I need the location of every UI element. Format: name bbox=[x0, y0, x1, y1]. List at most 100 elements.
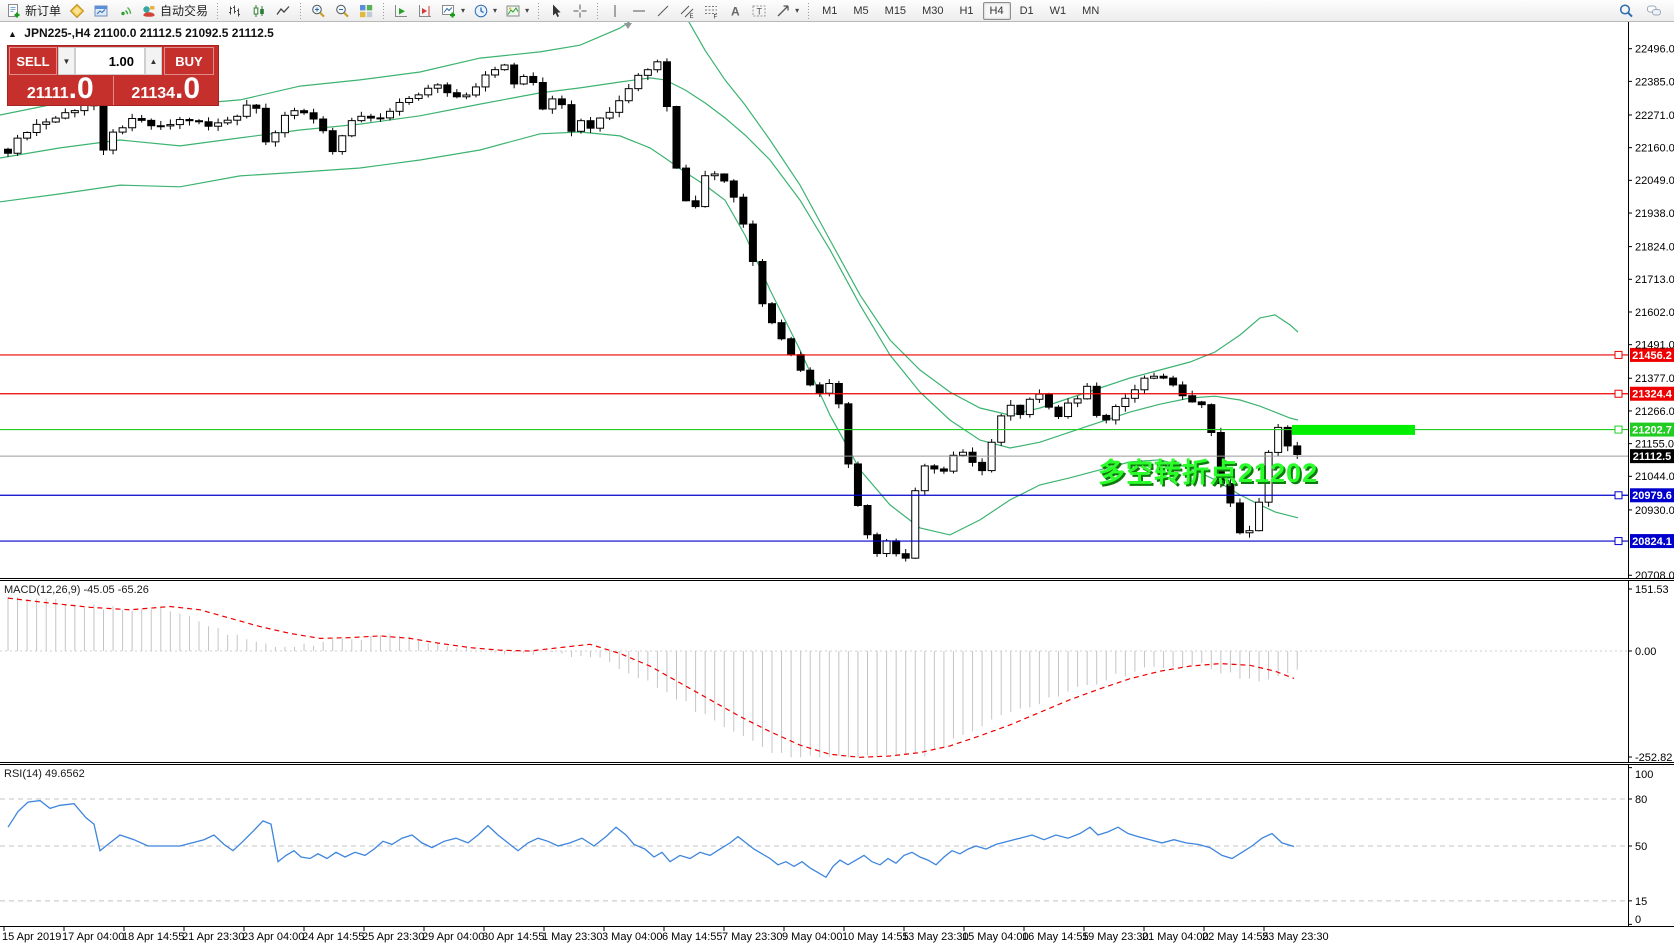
timeframe-M15[interactable]: M15 bbox=[884, 4, 907, 17]
macd-values: -45.05 -65.26 bbox=[83, 584, 149, 596]
volume-input[interactable] bbox=[75, 47, 145, 75]
pane-separator-rsi[interactable] bbox=[0, 762, 1674, 765]
text-tool-button[interactable]: A bbox=[723, 1, 747, 21]
sell-price-main: 21111 bbox=[26, 85, 69, 102]
bollinger-upper bbox=[0, 1, 1299, 416]
fibonacci-tool-button[interactable]: F bbox=[699, 1, 723, 21]
buy-price-frac: .0 bbox=[175, 72, 201, 105]
crosshair-tool-button[interactable] bbox=[568, 1, 592, 21]
buy-price-display[interactable]: 21134 .0 bbox=[114, 72, 219, 105]
svg-text:7 May 23:30: 7 May 23:30 bbox=[722, 931, 783, 943]
cursor-tool-button[interactable] bbox=[544, 1, 568, 21]
svg-text:3 May 04:00: 3 May 04:00 bbox=[602, 931, 663, 943]
chart-title: ▲ JPN225-,H4 21100.0 21112.5 21092.5 211… bbox=[8, 26, 274, 40]
cursor-icon bbox=[548, 3, 564, 19]
hline-endpoint-marker[interactable] bbox=[1614, 350, 1623, 359]
tile-windows-button[interactable] bbox=[354, 1, 378, 21]
svg-text:22496.0: 22496.0 bbox=[1635, 44, 1674, 56]
sell-price-display[interactable]: 21111 .0 bbox=[8, 74, 113, 105]
svg-text:21938.0: 21938.0 bbox=[1635, 208, 1674, 220]
new-order-button[interactable]: 新订单 bbox=[2, 1, 65, 21]
dropdown-caret-icon: ▾ bbox=[461, 6, 466, 15]
new-order-icon bbox=[6, 3, 22, 19]
hline-endpoint-marker[interactable] bbox=[1614, 389, 1623, 398]
zoom-in-button[interactable] bbox=[306, 1, 330, 21]
timeframe-bar: M1 M5 M15 M30 H1 H4 D1 W1 MN bbox=[814, 1, 1107, 20]
svg-text:21491.0: 21491.0 bbox=[1635, 340, 1674, 352]
vertical-line-icon bbox=[607, 3, 623, 19]
timeframe-M30[interactable]: M30 bbox=[922, 4, 944, 17]
rsi-indicator-label: RSI(14) 49.6562 bbox=[4, 768, 85, 780]
zoom-out-button[interactable] bbox=[330, 1, 354, 21]
arrows-tool-icon bbox=[775, 3, 791, 19]
periods-clock-icon bbox=[473, 3, 489, 19]
timeframe-D1[interactable]: D1 bbox=[1019, 4, 1034, 17]
buy-button[interactable]: BUY bbox=[164, 47, 214, 75]
price-axis[interactable]: 22496.0 22385.0 22271.0 22160.0 22049.0 21938… bbox=[1628, 22, 1674, 926]
signals-button[interactable] bbox=[113, 1, 137, 21]
channel-tool-button[interactable]: E bbox=[675, 1, 699, 21]
svg-text:21112.5: 21112.5 bbox=[1633, 451, 1672, 463]
pane-separator-macd[interactable] bbox=[0, 578, 1674, 581]
one-click-trading-panel: SELL ▼ ▲ BUY 21111 .0 21134 .0 bbox=[8, 46, 218, 105]
new-chart-button[interactable]: ▾ bbox=[437, 1, 469, 21]
auto-scroll-button[interactable] bbox=[389, 1, 413, 21]
svg-text:9 May 04:00: 9 May 04:00 bbox=[782, 931, 843, 943]
timeframe-W1[interactable]: W1 bbox=[1049, 4, 1067, 17]
timeframe-M1[interactable]: M1 bbox=[822, 4, 838, 17]
macd-signal-line bbox=[7, 597, 1295, 758]
sell-button[interactable]: SELL bbox=[9, 47, 57, 75]
timeframe-M5[interactable]: M5 bbox=[853, 4, 869, 17]
hline-endpoint-marker[interactable] bbox=[1614, 537, 1623, 546]
svg-text:15 Apr 2019: 15 Apr 2019 bbox=[2, 931, 61, 943]
svg-text:80: 80 bbox=[1635, 794, 1647, 806]
svg-text:22271.0: 22271.0 bbox=[1635, 110, 1674, 122]
chat-button[interactable] bbox=[1642, 1, 1666, 21]
svg-text:21155.0: 21155.0 bbox=[1635, 439, 1674, 451]
arrow-up-icon: ▲ bbox=[149, 56, 158, 66]
toolbar-separator bbox=[805, 2, 813, 19]
bar-chart-button[interactable] bbox=[223, 1, 247, 21]
bollinger-middle bbox=[0, 77, 1299, 449]
hline-endpoint-marker[interactable] bbox=[1614, 425, 1623, 434]
horizontal-line-tool-button[interactable] bbox=[627, 1, 651, 21]
trendline-tool-button[interactable] bbox=[651, 1, 675, 21]
text-tool-icon: A bbox=[727, 3, 743, 19]
candlestick-button[interactable] bbox=[247, 1, 271, 21]
level-lines: 21456.2 21324.4 21202.7 20979.6 20824.1 21112… bbox=[0, 347, 1674, 549]
templates-button[interactable]: ▾ bbox=[501, 1, 533, 21]
line-chart-button[interactable] bbox=[271, 1, 295, 21]
rsi-name: RSI(14) bbox=[4, 768, 42, 780]
terminal-button[interactable] bbox=[89, 1, 113, 21]
volume-increase-button[interactable]: ▲ bbox=[145, 47, 162, 75]
macd-histogram bbox=[7, 596, 1298, 758]
autotrading-button[interactable]: 自动交易 bbox=[137, 1, 212, 21]
vertical-line-tool-button[interactable] bbox=[603, 1, 627, 21]
timeframe-H1[interactable]: H1 bbox=[959, 4, 974, 17]
svg-text:29 Apr 04:00: 29 Apr 04:00 bbox=[422, 931, 484, 943]
metaeditor-button[interactable] bbox=[65, 1, 89, 21]
volume-decrease-button[interactable]: ▼ bbox=[58, 47, 75, 75]
svg-text:25 Apr 23:30: 25 Apr 23:30 bbox=[362, 931, 424, 943]
timeframe-H4[interactable]: H4 bbox=[982, 1, 1011, 20]
collapse-panel-icon[interactable]: ▲ bbox=[8, 29, 17, 39]
hline-endpoint-marker[interactable] bbox=[1614, 491, 1623, 500]
periods-button[interactable]: ▾ bbox=[469, 1, 501, 21]
svg-text:21 May 04:00: 21 May 04:00 bbox=[1142, 931, 1209, 943]
highlight-level-bar[interactable] bbox=[1292, 424, 1415, 435]
text-label-tool-button[interactable]: T bbox=[747, 1, 771, 21]
chart-shift-button[interactable] bbox=[413, 1, 437, 21]
arrows-tool-button[interactable]: ▾ bbox=[771, 1, 803, 21]
macd-indicator-label: MACD(12,26,9) -45.05 -65.26 bbox=[4, 584, 149, 596]
svg-text:21713.0: 21713.0 bbox=[1635, 274, 1674, 286]
timeframe-MN[interactable]: MN bbox=[1082, 4, 1100, 17]
rsi-line bbox=[7, 799, 1295, 879]
svg-text:20930.0: 20930.0 bbox=[1635, 505, 1674, 517]
toolbar-separator bbox=[380, 2, 388, 19]
svg-text:21824.0: 21824.0 bbox=[1635, 242, 1674, 254]
new-chart-icon bbox=[441, 3, 457, 19]
horizontal-line-icon bbox=[631, 3, 647, 19]
search-button[interactable] bbox=[1614, 1, 1638, 21]
